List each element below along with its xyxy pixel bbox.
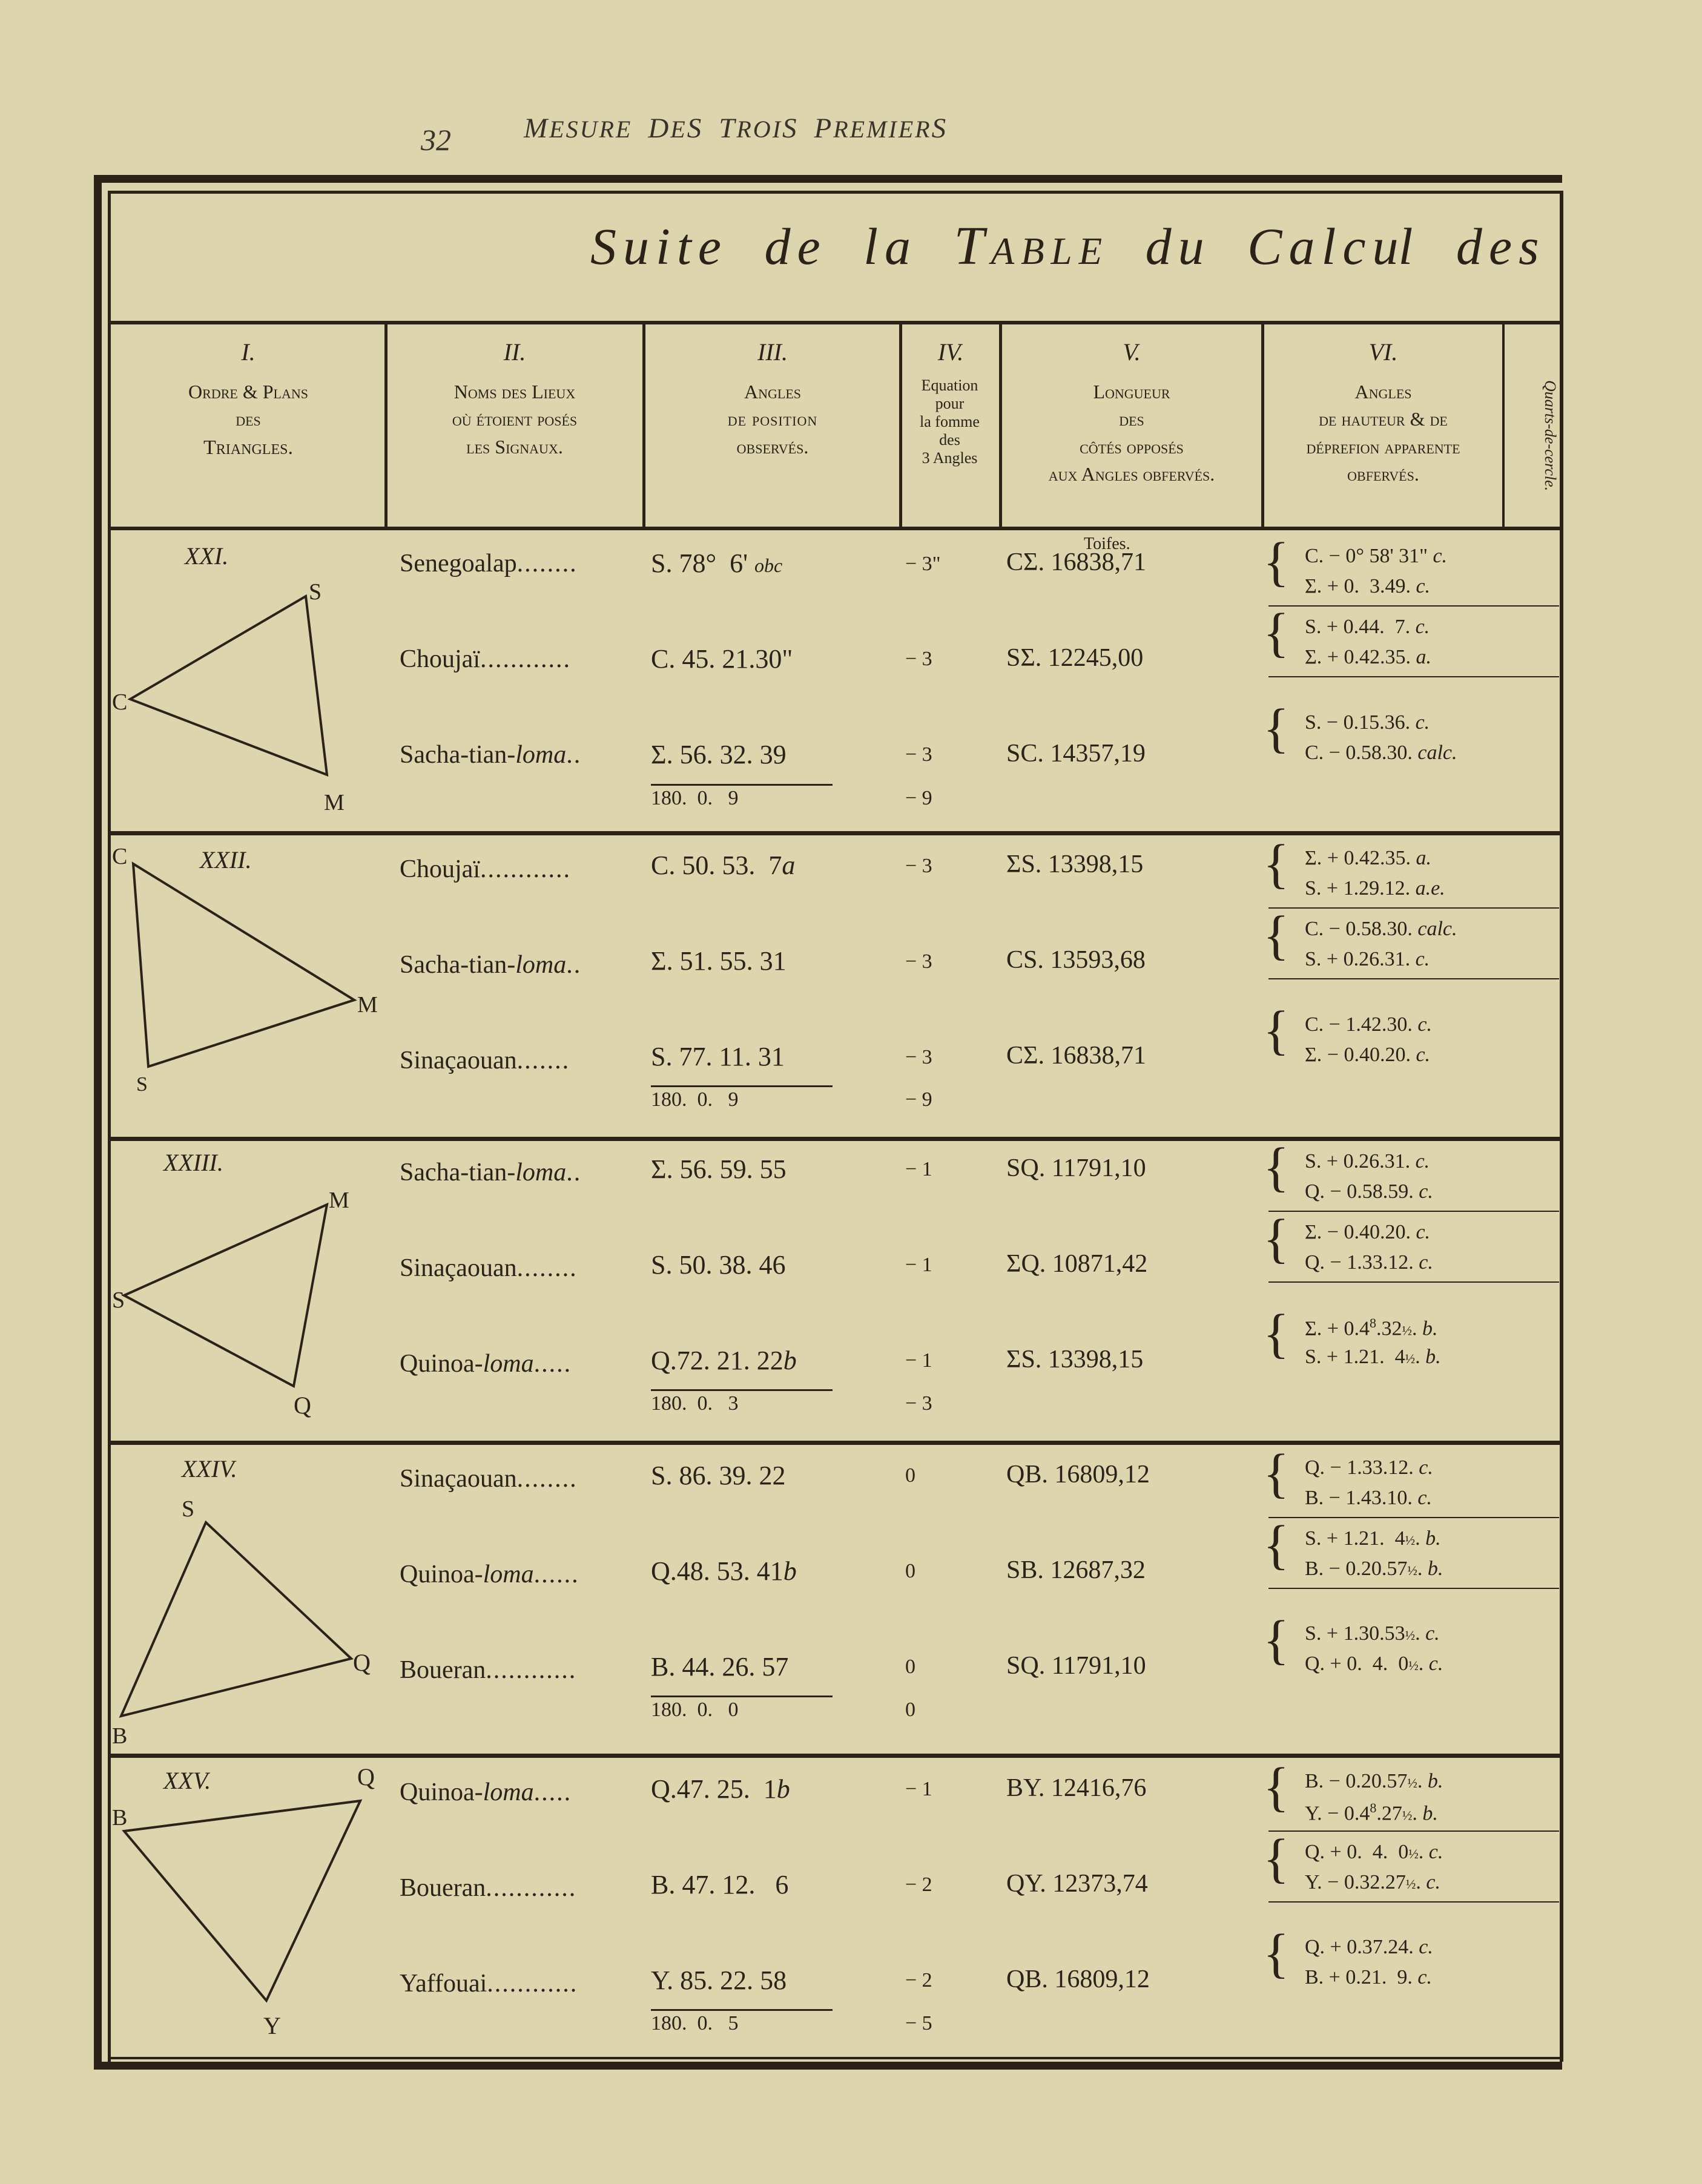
svg-text:B: B bbox=[112, 1723, 127, 1749]
svg-text:C: C bbox=[112, 689, 127, 715]
svg-text:S: S bbox=[182, 1496, 194, 1522]
svg-text:S: S bbox=[136, 1073, 148, 1094]
svg-text:M: M bbox=[324, 790, 345, 815]
svg-text:B: B bbox=[112, 1805, 127, 1830]
svg-text:M: M bbox=[357, 992, 378, 1018]
svg-text:Q: Q bbox=[353, 1649, 371, 1676]
svg-text:Q: Q bbox=[294, 1392, 311, 1419]
svg-text:M: M bbox=[329, 1188, 349, 1213]
svg-text:S: S bbox=[309, 581, 322, 605]
svg-text:S: S bbox=[112, 1288, 125, 1313]
svg-text:C: C bbox=[112, 846, 127, 869]
svg-text:Y: Y bbox=[263, 2012, 281, 2039]
